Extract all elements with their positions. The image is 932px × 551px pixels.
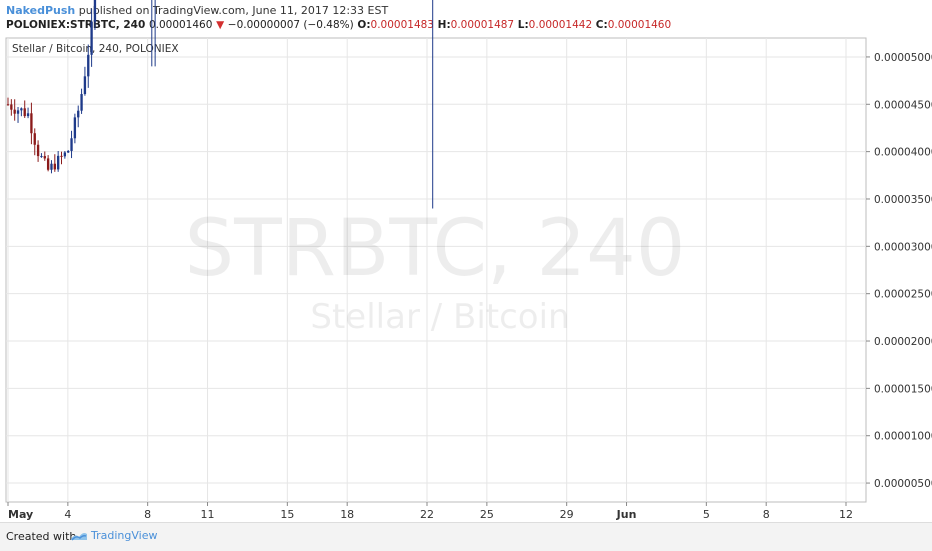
candle-body: [90, 21, 93, 55]
created-with-text: Created with: [6, 530, 77, 543]
x-tick-label: 29: [560, 508, 574, 521]
footer-bar: Created with TradingView: [0, 522, 932, 551]
x-tick-label: May: [8, 508, 33, 521]
y-tick-label: 0.00005000: [874, 52, 932, 64]
chart-title: Stellar / Bitcoin, 240, POLONIEX: [12, 43, 179, 55]
candle-body: [16, 110, 20, 114]
candle-body: [43, 156, 46, 159]
candle-body: [63, 152, 67, 157]
candle-body: [26, 113, 30, 117]
x-tick-label: 4: [64, 508, 71, 521]
x-tick-label: 8: [144, 508, 151, 521]
close-value: 0.00001460: [607, 19, 672, 31]
tradingview-link[interactable]: TradingView: [70, 529, 157, 542]
high-value: 0.00001487: [450, 19, 515, 31]
down-arrow-icon: ▼: [216, 19, 225, 31]
candle-body: [10, 104, 13, 110]
candle-body: [6, 104, 10, 106]
candle-body: [80, 94, 83, 111]
candle-body: [40, 156, 43, 158]
price-axis[interactable]: 0.00005000 0.00004500 0.00004000 0.00003500…: [866, 52, 932, 490]
y-tick-label: 0.00001500: [874, 383, 932, 395]
candle-body: [46, 158, 50, 170]
candle-body: [60, 155, 63, 157]
author-link[interactable]: NakedPush: [6, 4, 76, 17]
candle-body: [23, 108, 26, 117]
x-tick-label: 5: [703, 508, 710, 521]
x-tick-label: 18: [340, 508, 354, 521]
y-tick-label: 0.00004000: [874, 147, 932, 159]
candle-body: [20, 108, 23, 111]
candle-body: [70, 138, 73, 151]
x-tick-label: 12: [839, 508, 853, 521]
high-label: H:: [437, 19, 451, 31]
candle-body: [83, 76, 87, 95]
candle-body: [67, 150, 70, 153]
y-tick-label: 0.00001000: [874, 431, 932, 443]
candle-body: [93, 0, 97, 22]
x-tick-label: 11: [201, 508, 215, 521]
close-label: C:: [595, 19, 608, 31]
symbol-label: POLONIEX:STRBTC, 240: [6, 19, 146, 31]
ohlc-legend: POLONIEX:STRBTC, 240 0.00001460 ▼ −0.000…: [6, 19, 671, 31]
open-value: 0.00001483: [370, 19, 434, 31]
publish-info: NakedPush published on TradingView.com, …: [6, 4, 388, 17]
watermark-symbol: STRBTC, 240: [185, 204, 686, 294]
published-text: published on TradingView.com, June 11, 2…: [75, 4, 389, 17]
x-tick-label: 8: [763, 508, 770, 521]
x-tick-label: 15: [280, 508, 294, 521]
price-chart[interactable]: STRBTC, 240 Stellar / Bitcoin Stellar / …: [0, 0, 932, 522]
candle-body: [53, 163, 56, 170]
candle-body: [77, 110, 80, 118]
x-tick-label: 22: [420, 508, 434, 521]
last-price: 0.00001460: [148, 19, 213, 31]
x-tick-label: Jun: [616, 508, 637, 521]
candle-body: [13, 109, 16, 114]
y-tick-label: 0.00003500: [874, 194, 932, 206]
candle-body: [36, 144, 40, 157]
change-value: −0.00000007 (−0.48%): [227, 19, 354, 31]
watermark-description: Stellar / Bitcoin: [310, 297, 569, 337]
candle-body: [30, 113, 33, 134]
y-tick-label: 0.00004500: [874, 99, 932, 111]
candle-body: [56, 155, 60, 170]
y-tick-label: 0.00002500: [874, 289, 932, 301]
open-label: O:: [357, 19, 371, 31]
low-value: 0.00001442: [528, 19, 593, 31]
y-tick-label: 0.00000500: [874, 478, 932, 490]
y-tick-label: 0.00003000: [874, 241, 932, 253]
candle-body: [73, 117, 77, 139]
candle-body: [50, 163, 53, 170]
candle-body: [87, 54, 90, 77]
tradingview-logo-icon: [71, 533, 87, 541]
plot-frame: [5, 37, 867, 503]
x-tick-label: 25: [480, 508, 494, 521]
candles: [6, 0, 434, 209]
y-tick-label: 0.00002000: [874, 336, 932, 348]
low-label: L:: [517, 19, 529, 31]
candle-body: [33, 133, 36, 145]
time-axis[interactable]: May 4 8 11 15 18 22 25 29 Jun 5 8 12: [7, 502, 853, 521]
grid: [6, 38, 866, 502]
tradingview-brand: TradingView: [91, 529, 158, 542]
